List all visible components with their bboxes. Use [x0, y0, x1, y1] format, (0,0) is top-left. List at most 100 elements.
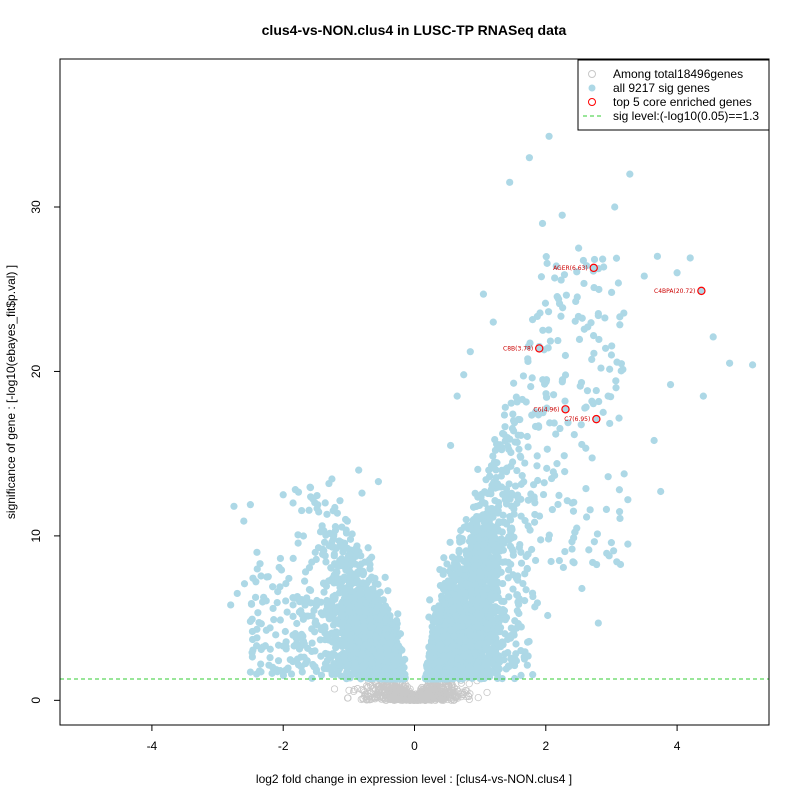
sig-gene-point [497, 483, 505, 491]
gene-point [381, 695, 389, 703]
sig-gene-point [381, 573, 389, 581]
sig-gene-point [607, 288, 616, 297]
sig-gene-point [560, 452, 568, 460]
sig-gene-point [505, 445, 513, 454]
sig-gene-point [559, 563, 567, 572]
sig-gene-point [322, 558, 330, 566]
sig-gene-point [511, 674, 519, 683]
gene-point [423, 694, 431, 702]
sig-gene-point [554, 295, 563, 303]
sig-gene-point [501, 630, 509, 638]
sig-gene-point [493, 668, 501, 676]
sig-gene-point [543, 445, 551, 453]
sig-gene-point [473, 662, 481, 670]
gene-point [446, 691, 455, 700]
sig-gene-point [425, 613, 433, 621]
sig-gene-point [513, 466, 521, 475]
sig-gene-point [526, 526, 534, 534]
sig-gene-point [320, 538, 329, 546]
sig-gene-point [305, 585, 314, 594]
sig-gene-point [462, 557, 470, 565]
sig-gene-point [528, 589, 537, 597]
sig-gene-point [478, 652, 486, 660]
sig-gene-point [599, 255, 607, 263]
sig-gene-point [592, 386, 600, 395]
sig-gene-point [329, 650, 337, 658]
sig-gene-point [462, 547, 470, 555]
sig-gene-point [534, 422, 543, 430]
sig-gene-point [595, 335, 603, 344]
sig-gene-point [507, 502, 516, 510]
gene-point [418, 690, 426, 698]
sig-gene-point [528, 411, 536, 419]
gene-point [453, 685, 461, 694]
sig-gene-point [524, 443, 532, 451]
sig-gene-point [473, 522, 481, 530]
sig-gene-point [509, 571, 517, 579]
sig-gene-point [307, 599, 315, 607]
gene-point [374, 690, 382, 699]
gene-point [391, 693, 399, 701]
sig-gene-point [613, 558, 621, 566]
sig-gene-point [488, 604, 496, 613]
sig-gene-point [469, 596, 477, 604]
sig-gene-point [443, 645, 451, 653]
sig-gene-point [467, 642, 475, 651]
sig-gene-point [481, 660, 489, 669]
sig-gene-point [541, 380, 549, 388]
gene-point [371, 687, 379, 695]
sig-gene-point [489, 452, 497, 460]
sig-gene-point [498, 638, 506, 646]
sig-gene-point [500, 597, 508, 606]
sig-gene-point [527, 382, 535, 391]
sig-gene-point [461, 589, 469, 597]
sig-gene-point [465, 663, 474, 671]
sig-gene-point [511, 438, 519, 446]
sig-gene-point [459, 652, 467, 660]
gene-point [463, 687, 471, 695]
sig-gene-point [560, 271, 569, 279]
sig-gene-point [531, 499, 539, 507]
sig-gene-point [588, 454, 596, 462]
sig-gene-point [319, 545, 327, 553]
sig-gene-point [474, 465, 482, 474]
sig-gene-point [520, 655, 529, 663]
sig-gene-point [556, 424, 564, 433]
sig-gene-point [318, 522, 326, 530]
sig-gene-point [517, 548, 525, 556]
sig-gene-point [364, 544, 372, 552]
sig-gene-point [561, 371, 570, 379]
sig-gene-point [613, 358, 621, 366]
gene-point [350, 686, 358, 694]
sig-gene-point [455, 592, 463, 600]
sig-gene-point [467, 587, 475, 595]
sig-gene-point [299, 532, 308, 540]
sig-gene-point [470, 563, 478, 572]
sig-gene-point [521, 597, 529, 605]
sig-gene-point [490, 523, 499, 531]
sig-gene-point [514, 431, 522, 439]
sig-gene-point [294, 488, 303, 496]
sig-gene-point [523, 661, 531, 669]
sig-gene-point [608, 342, 616, 350]
sig-gene-point [514, 415, 523, 424]
sig-gene-point [483, 625, 491, 633]
sig-gene-point [457, 526, 465, 535]
sig-gene-point [435, 673, 443, 681]
sig-gene-point [499, 558, 507, 566]
gene-point [362, 682, 371, 690]
sig-gene-point [466, 631, 475, 639]
gene-point [432, 692, 441, 700]
sig-gene-point [607, 539, 615, 547]
sig-gene-point [441, 600, 449, 608]
sig-gene-point [588, 397, 596, 405]
sig-gene-point [582, 262, 591, 270]
sig-gene-point [333, 509, 341, 517]
gene-point [465, 692, 473, 701]
sig-gene-point [470, 617, 478, 625]
sig-gene-point [460, 644, 469, 652]
sig-gene-point [343, 668, 351, 677]
sig-gene-point [582, 484, 590, 493]
sig-gene-point [571, 528, 579, 536]
sig-gene-point [536, 309, 544, 317]
